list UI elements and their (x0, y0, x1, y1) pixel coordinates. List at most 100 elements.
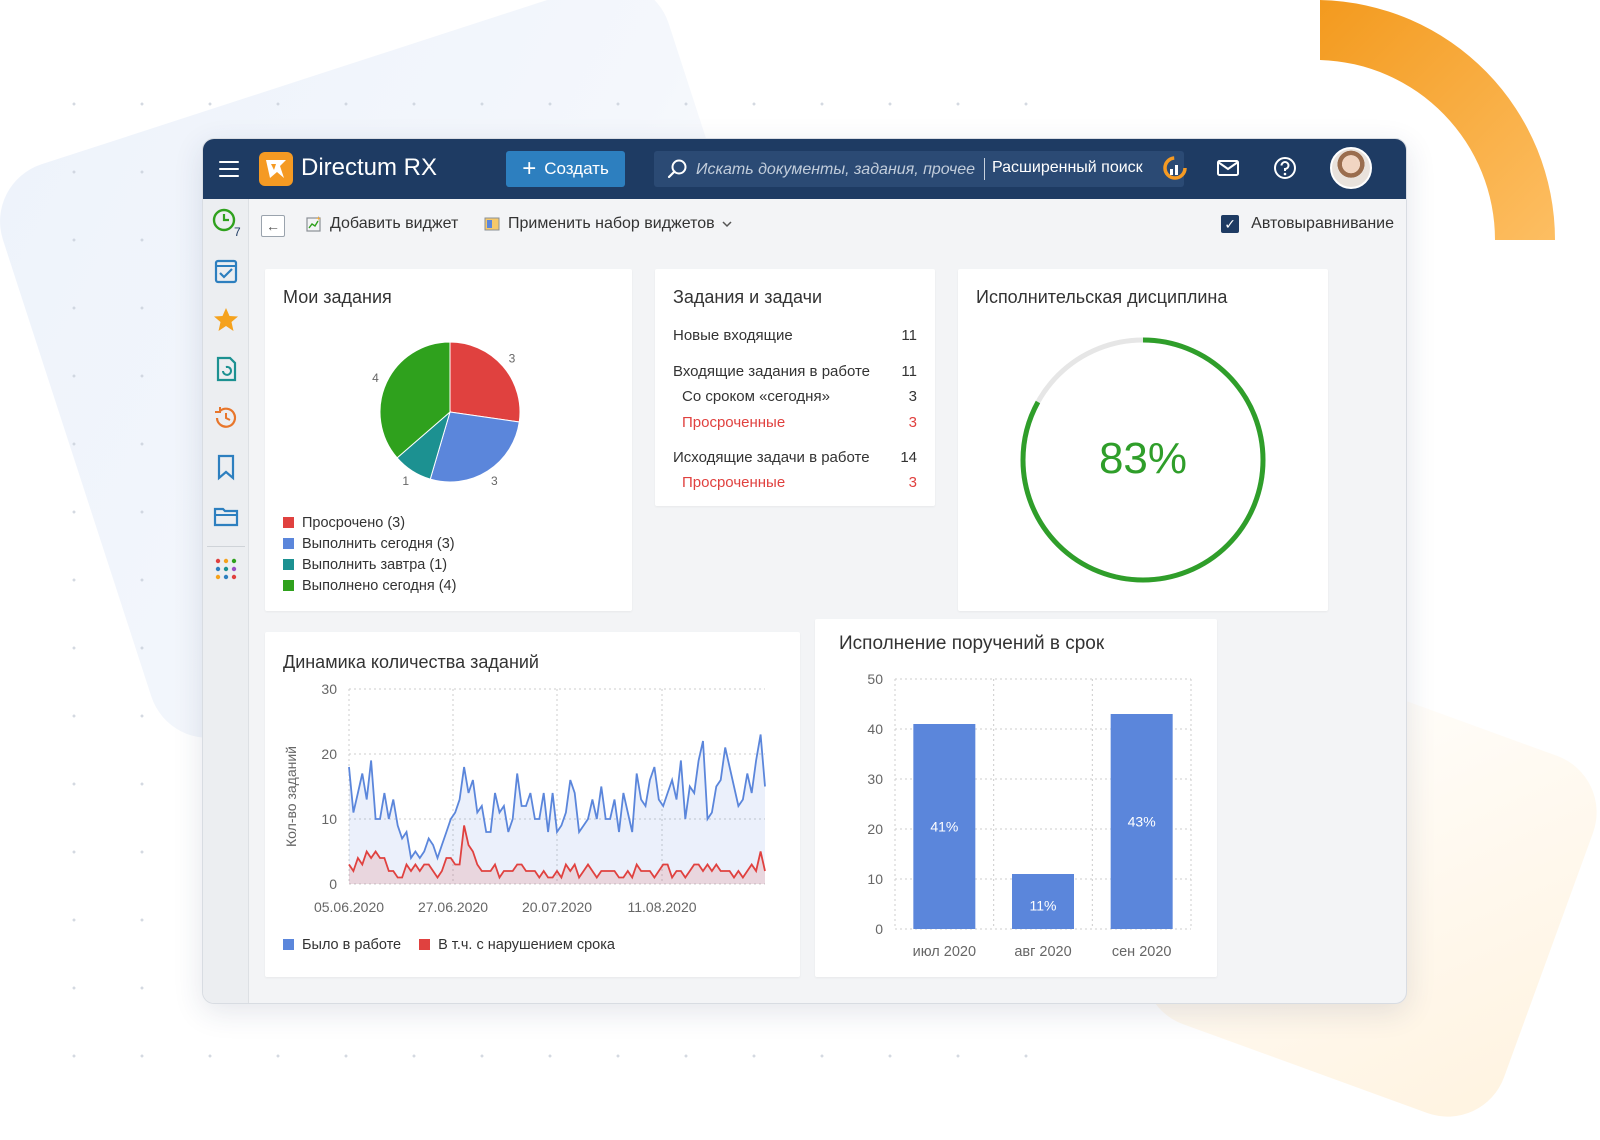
legend-label: Выполнено сегодня (4) (302, 577, 457, 594)
legend-swatch (283, 939, 294, 950)
outgoing-overdue-row[interactable]: Просроченные 3 (682, 474, 917, 491)
app-window: Directum RX + Создать Расширенный поиск (202, 138, 1407, 1004)
advanced-search-link[interactable]: Расширенный поиск (992, 159, 1143, 176)
logo-icon (259, 152, 293, 186)
star-icon[interactable] (211, 305, 241, 335)
series-line[interactable] (348, 734, 766, 861)
auto-align-toggle[interactable]: ✓ Автовыравнивание (1221, 215, 1394, 233)
legend-swatch (419, 939, 431, 950)
svg-text:+: + (316, 215, 321, 223)
row-label: Просроченные (682, 474, 786, 491)
add-widget-button[interactable]: + Добавить виджет (305, 215, 458, 233)
pie-slice[interactable] (379, 341, 451, 459)
x-tick-label: 27.06.2020 (418, 899, 488, 915)
dynamics-legend: Было в работе В т.ч. с нарушением срока (283, 934, 615, 955)
due-today-row[interactable]: Со сроком «сегодня» 3 (682, 388, 917, 405)
add-widget-label: Добавить виджет (330, 215, 459, 232)
row-value: 11 (901, 327, 917, 344)
pie-data-label: 4 (372, 371, 379, 385)
execution-bar-chart: 0 10 20 30 40 50 41% июл 2020 11% авг 2020 43% сен … (867, 671, 1192, 960)
create-button[interactable]: + Создать (506, 151, 625, 187)
mail-icon[interactable] (1214, 154, 1242, 182)
widget-dynamics[interactable]: Динамика количества заданий 0 10 20 30 05.06… (265, 632, 800, 977)
legend-item[interactable]: Выполнено сегодня (4) (283, 575, 456, 596)
back-button[interactable]: ← (261, 215, 285, 237)
widget-tasks-summary[interactable]: Задания и задачи Новые входящие 11 Входя… (655, 269, 935, 506)
apply-widget-set-dropdown[interactable]: Применить набор виджетов (483, 215, 732, 233)
row-label: Входящие задания в работе (673, 363, 871, 380)
outgoing-in-work-row[interactable]: Исходящие задачи в работе 14 (673, 449, 917, 466)
incoming-overdue-row[interactable]: Просроченные 3 (682, 414, 917, 431)
series-line[interactable] (348, 825, 766, 880)
legend-swatch (283, 559, 294, 570)
discipline-gauge (1020, 337, 1266, 583)
widget-title: Задания и задачи (673, 287, 823, 307)
search-input[interactable] (696, 159, 978, 181)
bar[interactable] (1110, 714, 1173, 929)
clock-icon[interactable]: 7 (211, 207, 241, 237)
y-tick-label: 0 (875, 921, 883, 937)
task-check-icon[interactable] (211, 256, 241, 286)
y-tick-label: 30 (321, 681, 337, 697)
new-incoming-row[interactable]: Новые входящие 11 (673, 327, 917, 344)
legend-item[interactable]: Было в работе (283, 934, 401, 955)
top-bar: Directum RX + Создать Расширенный поиск (203, 139, 1406, 199)
bar-data-label: 41% (930, 819, 958, 835)
x-tick-label: сен 2020 (1112, 944, 1172, 960)
x-tick-label: авг 2020 (1014, 944, 1071, 960)
folder-icon[interactable] (211, 501, 241, 531)
user-avatar[interactable] (1330, 147, 1372, 189)
bookmark-icon[interactable] (211, 452, 241, 482)
widget-execution[interactable]: Исполнение поручений в срок 0 10 20 30 40 50 4… (815, 619, 1217, 977)
row-label: Новые входящие (673, 327, 793, 344)
create-button-label: Создать (544, 159, 609, 178)
sidebar-badge: 7 (234, 225, 241, 237)
legend-item[interactable]: Выполнить завтра (1) (283, 554, 456, 575)
sidebar-separator (207, 546, 245, 547)
bar[interactable] (1012, 874, 1074, 929)
menu-icon[interactable] (219, 161, 239, 177)
widget-discipline[interactable]: Исполнительская дисциплина 83% (958, 269, 1328, 611)
discipline-value: 83% (1098, 434, 1188, 483)
widget-title: Мои задания (283, 287, 392, 307)
legend-item[interactable]: В т.ч. с нарушением срока (419, 934, 615, 955)
x-tick-label: 11.08.2020 (627, 899, 696, 915)
legend-label: Выполнить сегодня (3) (302, 535, 455, 552)
row-label: Исходящие задачи в работе (673, 449, 870, 466)
y-axis-label: Кол-во заданий (283, 746, 299, 847)
history-icon[interactable] (211, 403, 241, 433)
x-tick-label: 20.07.2020 (522, 899, 592, 915)
incoming-in-work-row[interactable]: Входящие задания в работе 11 (673, 363, 917, 380)
dynamics-chart: 0 10 20 30 05.06.2020 27.06.2020 20.07.2020 11.… (283, 681, 766, 915)
document-sync-icon[interactable] (211, 354, 241, 384)
row-label: Просроченные (682, 414, 786, 431)
legend-item[interactable]: Выполнить сегодня (3) (283, 533, 456, 554)
search-icon[interactable] (666, 158, 688, 180)
legend-item[interactable]: Просрочено (3) (283, 512, 456, 533)
sidebar: 7 (203, 199, 249, 1003)
pie-slice[interactable] (429, 411, 520, 483)
chevron-down-icon (722, 221, 732, 228)
legend-label: Было в работе (302, 936, 402, 953)
row-value: 3 (908, 388, 917, 405)
auto-align-checkbox[interactable]: ✓ (1221, 215, 1240, 233)
row-value: 14 (900, 449, 917, 466)
auto-align-label: Автовыравнивание (1251, 215, 1394, 232)
search-separator (984, 158, 985, 180)
apps-grid-icon[interactable] (211, 554, 241, 584)
x-tick-label: 05.06.2020 (314, 899, 384, 915)
arrow-left-icon: ← (266, 218, 280, 234)
row-value: 11 (901, 363, 917, 380)
notifications-icon[interactable] (1161, 154, 1189, 182)
pie-slice[interactable] (449, 341, 521, 423)
help-icon[interactable] (1271, 154, 1299, 182)
add-widget-icon: + (306, 215, 321, 232)
y-tick-label: 10 (867, 871, 883, 887)
widget-title: Исполнительская дисциплина (976, 287, 1228, 307)
widget-title: Исполнение поручений в срок (839, 633, 1105, 654)
bar[interactable] (913, 724, 976, 929)
y-tick-label: 0 (329, 876, 337, 892)
pie-chart: 3 3 1 4 (372, 341, 521, 488)
legend-label: В т.ч. с нарушением срока (438, 936, 615, 953)
widget-my-tasks[interactable]: Мои задания 3 3 1 4 Просрочено (3) Выполнить… (265, 269, 632, 611)
